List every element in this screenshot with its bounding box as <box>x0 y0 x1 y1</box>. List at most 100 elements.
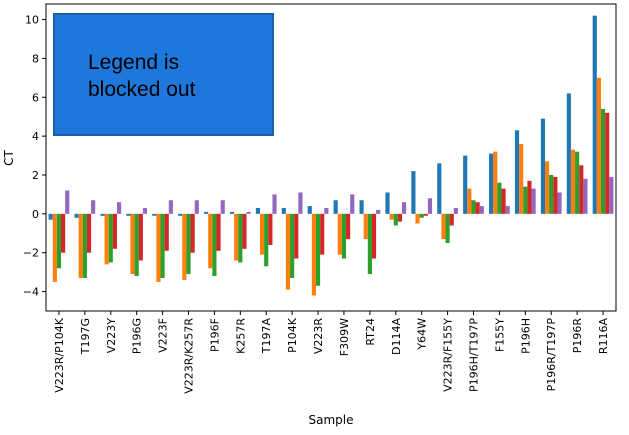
y-tick-label: 6 <box>32 91 39 104</box>
bar <box>130 213 135 275</box>
bar <box>341 213 347 259</box>
bar <box>285 213 291 290</box>
bar <box>497 182 502 214</box>
bar <box>419 213 424 218</box>
bar <box>186 213 191 275</box>
bar <box>579 165 584 214</box>
bar <box>255 208 261 214</box>
bar <box>596 77 601 214</box>
bar <box>142 208 148 214</box>
x-tick-label: P104K <box>286 317 299 353</box>
bar <box>315 213 321 286</box>
bar <box>86 213 92 253</box>
x-axis-label: Sample <box>309 413 354 427</box>
bar <box>441 213 446 240</box>
bar <box>281 208 286 214</box>
bar <box>182 213 187 280</box>
bar <box>216 213 221 251</box>
bar <box>346 213 351 240</box>
x-tick-label: P196R <box>571 318 584 354</box>
bar <box>609 176 614 214</box>
x-tick-label: V223R <box>312 318 325 355</box>
bar <box>570 149 576 214</box>
x-tick-label: P196H <box>519 318 532 354</box>
bar <box>294 213 299 259</box>
x-tick-label: T197G <box>79 318 92 355</box>
bar <box>467 188 472 214</box>
bar <box>367 213 372 275</box>
x-tick-label: R116A <box>597 318 610 355</box>
bar <box>389 213 394 220</box>
bar <box>52 213 57 282</box>
bar <box>116 202 122 214</box>
bar <box>48 213 53 220</box>
bar <box>307 206 312 214</box>
bar <box>290 213 295 278</box>
x-tick-label: P196G <box>131 318 144 354</box>
bar <box>519 143 524 214</box>
plot-frame <box>45 3 617 312</box>
bar <box>74 213 79 218</box>
bar <box>229 211 235 214</box>
bar <box>397 213 402 222</box>
x-tick-label: P196H/T197P <box>468 318 481 392</box>
bar <box>268 213 273 245</box>
bar <box>427 198 433 214</box>
x-tick-label: P196R/T197P <box>545 318 558 392</box>
bar <box>204 211 209 214</box>
bar <box>324 208 329 214</box>
bar <box>260 213 265 255</box>
bar <box>264 213 269 267</box>
bar <box>471 200 476 214</box>
bar <box>531 188 536 214</box>
bar <box>463 155 468 214</box>
bar <box>401 202 407 214</box>
bar <box>311 213 316 296</box>
bar <box>493 151 498 214</box>
legend-cover-box: Legend is blocked out <box>53 13 274 136</box>
bar <box>91 200 96 214</box>
bar <box>371 213 377 259</box>
bar <box>479 206 484 214</box>
bar <box>545 161 550 214</box>
bar <box>320 213 325 255</box>
bar <box>575 151 580 214</box>
x-tick-label: T197A <box>260 318 273 355</box>
y-tick-label: −2 <box>23 247 39 260</box>
x-tick-label: Y64W <box>416 318 429 351</box>
x-tick-label: V223R/K257R <box>183 318 196 394</box>
bar <box>298 192 303 214</box>
bar <box>56 213 62 269</box>
bar <box>475 202 480 214</box>
bar <box>160 213 165 278</box>
bar <box>178 213 183 216</box>
bar <box>557 192 562 214</box>
bar <box>152 213 157 216</box>
bar <box>415 213 420 224</box>
bar <box>549 174 554 214</box>
x-tick-label: V223F <box>157 318 170 353</box>
bar <box>566 93 571 214</box>
bar <box>527 180 532 214</box>
x-tick-label: RT24 <box>364 318 377 346</box>
x-tick-label: D114A <box>390 318 403 355</box>
bar <box>337 213 342 255</box>
bar <box>605 112 610 214</box>
y-axis-label: CT <box>2 149 16 165</box>
bar <box>592 15 597 214</box>
bar <box>333 200 338 214</box>
bar <box>78 213 83 278</box>
bar <box>272 194 277 214</box>
bar <box>134 213 139 277</box>
bar <box>600 108 606 214</box>
bar <box>242 213 247 249</box>
y-tick-label: 0 <box>32 208 39 221</box>
x-tick-label: F155Y <box>493 318 506 352</box>
legend-annotation: Legend is blocked out <box>88 51 196 101</box>
bar <box>501 188 506 214</box>
bar <box>208 213 213 269</box>
bar <box>385 192 390 214</box>
bar <box>453 208 458 214</box>
bar <box>489 153 494 214</box>
